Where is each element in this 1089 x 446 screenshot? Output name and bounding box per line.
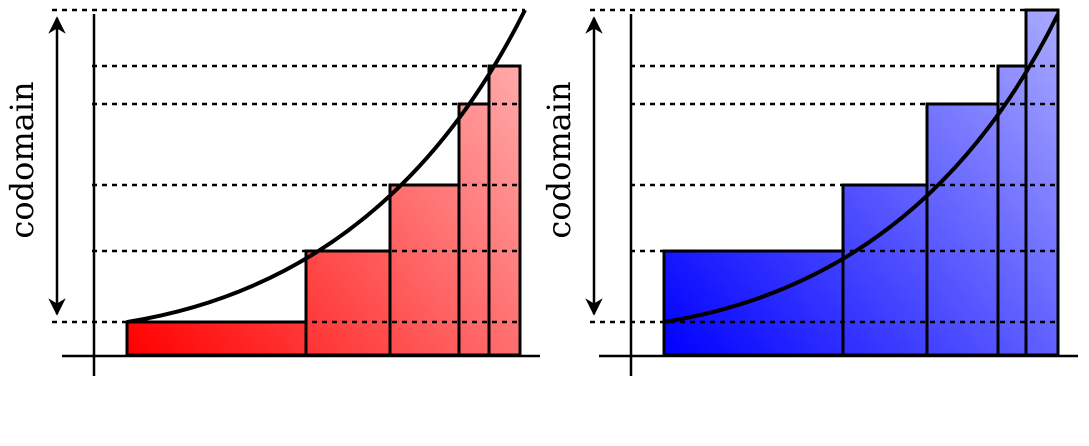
left-bar-4	[457, 102, 491, 357]
left-panel: codomain	[3, 8, 540, 376]
left-codomain-label: codomain	[3, 81, 41, 238]
right-bars	[662, 8, 1060, 357]
left-bar-3	[388, 183, 461, 357]
left-level-lines	[52, 8, 525, 324]
left-bars	[125, 64, 522, 357]
left-bar-1	[125, 320, 308, 357]
right-bar-3	[925, 102, 1000, 357]
right-curve	[663, 13, 1060, 324]
right-level-lines	[590, 8, 1060, 324]
right-bar-5	[1024, 8, 1060, 357]
left-bar-5	[487, 64, 522, 357]
right-bar-2	[841, 183, 929, 357]
right-codomain-label: codomain	[540, 81, 578, 238]
right-bar-1	[662, 249, 845, 357]
left-curve	[126, 9, 527, 324]
right-panel: codomain	[540, 8, 1078, 376]
left-bar-2	[304, 249, 392, 357]
